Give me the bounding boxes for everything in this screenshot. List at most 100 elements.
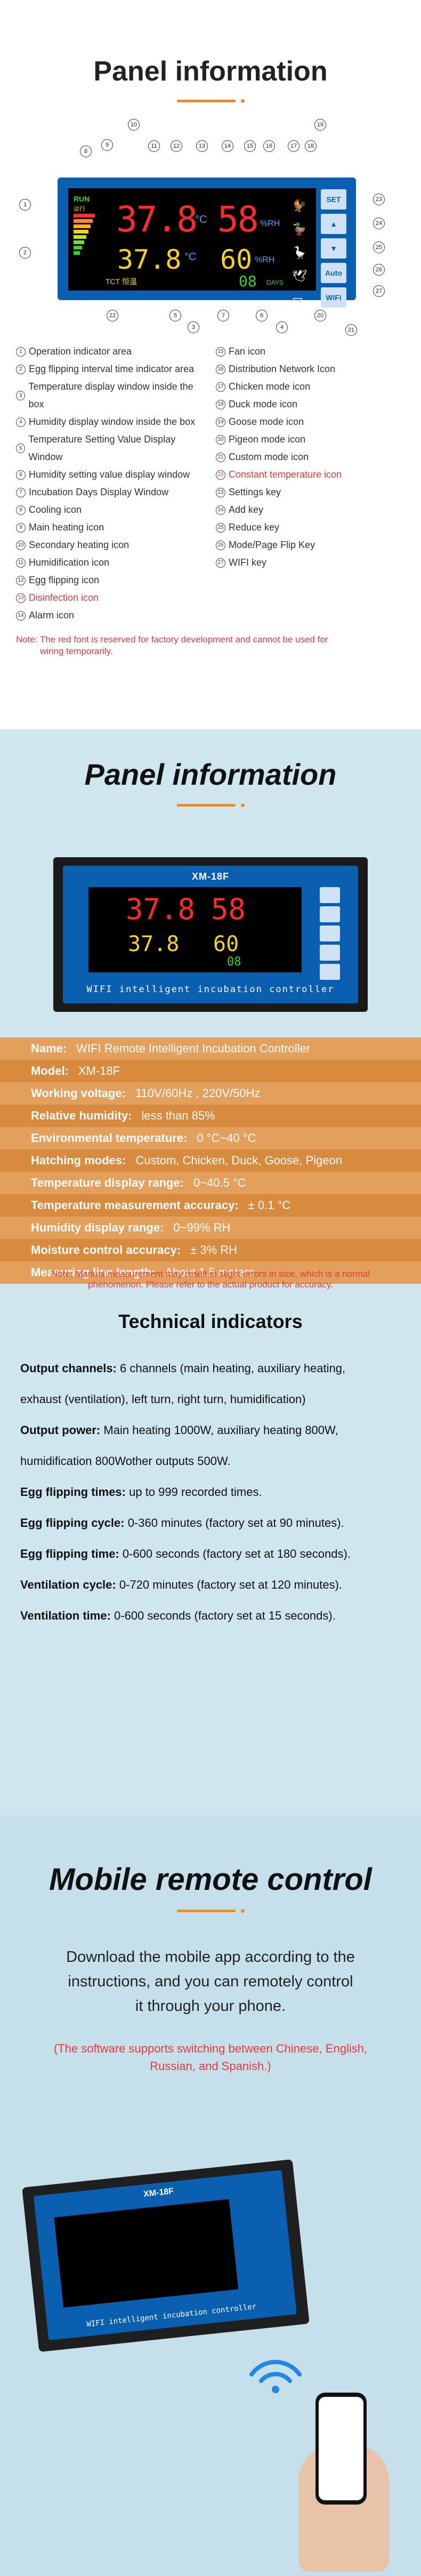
callout-27: 27 [373,285,385,297]
device-keys [320,887,340,980]
mode-icons: 🐓 🦆 🪿 🕊 ▭ [292,199,307,307]
tech-text: 0-600 seconds (factory set at 15 seconds… [110,1609,336,1622]
days-label: DAYS [266,279,284,286]
legend-item: 17 Chicken mode icon [216,378,405,396]
legend-text: Operation indicator area [29,346,132,357]
add-key[interactable]: ▲ [321,214,346,234]
legend-text: Humidity display window inside the box [29,416,196,427]
tech-text: exhaust (ventilation), left turn, right … [20,1392,306,1406]
goose-icon: 🪿 [292,246,307,259]
callout-14: 14 [222,140,233,152]
spec-label: Hatching modes: [31,1154,126,1167]
legend-item: 19 Goose mode icon [216,413,405,431]
spec-value: Custom, Chicken, Duck, Goose, Pigeon [135,1154,343,1167]
legend-item: 13 Disinfection icon [16,589,205,607]
tech-line: Egg flipping time: 0-600 seconds (factor… [20,1539,405,1569]
callout-22: 22 [107,310,118,321]
tech-text: humidification 800Wother outputs 500W. [20,1454,231,1468]
tech-label: Output channels: [20,1362,117,1375]
spec-label: Model: [31,1064,69,1077]
run-indicator: RUN [74,195,90,203]
legend-item: 21 Custom mode icon [216,448,405,466]
legend-number: 15 [216,347,225,357]
callout-1: 1 [19,199,31,211]
spec-row: Temperature measurement accuracy: ± 0.1 °… [0,1194,421,1217]
callout-20: 20 [314,310,326,321]
legend-text: Mode/Page Flip Key [229,540,315,550]
temp-set-unit: °C [184,251,197,263]
callout-12: 12 [171,140,182,152]
tech-line: Output power: Main heating 1000W, auxili… [20,1415,405,1446]
legend-number: 22 [216,470,225,480]
legend-text: Chicken mode icon [229,381,311,392]
tech-text: 0-360 minutes (factory set at 90 minutes… [124,1516,344,1529]
tech-label: Egg flipping time: [20,1547,119,1560]
legend-note: Note: The red font is reserved for facto… [16,634,328,656]
mode-key[interactable]: Auto [321,263,346,283]
legend-text: Add key [229,504,264,515]
spec-row: Working voltage: 110V/60Hz , 220V/50Hz [0,1082,421,1105]
legend-number: 10 [16,540,26,550]
callout-17: 17 [288,140,299,152]
reduce-key[interactable]: ▼ [321,238,346,259]
legend-text: Reduce key [229,522,280,533]
spec-value: XM-18F [78,1064,120,1077]
legend-text: Egg flipping icon [29,575,100,585]
mobile-description: Download the mobile app according to the… [66,1949,355,2015]
legend-text: Temperature display window inside the bo… [28,381,193,409]
spec-label: Relative humidity: [31,1109,132,1122]
tech-line: exhaust (ventilation), left turn, right … [20,1384,405,1415]
legend-item: 2 Egg flipping interval time indicator ar… [16,360,205,378]
spec-label: Environmental temperature: [31,1131,188,1145]
legend-item: 5 Temperature Setting Value Display Windo… [16,431,205,466]
legend-left-column: 1 Operation indicator area 2 Egg flipping i… [16,343,205,624]
device-model-label: XM-18F [143,2186,174,2199]
title-underline [0,1909,421,1913]
tech-line: Egg flipping times: up to 999 recorded t… [20,1477,405,1508]
constant-temp-label: TCT 恒温 [106,277,137,286]
run-indicator-cn: 运行 [74,206,85,212]
legend-number: 26 [216,540,225,550]
callout-15: 15 [244,140,256,152]
mobile-control-section: Mobile remote control Download the mobil… [0,1815,421,2576]
tech-label: Ventilation time: [20,1609,111,1622]
tech-line: Ventilation cycle: 0-720 minutes (factor… [20,1569,405,1600]
legend-number: 21 [216,452,225,462]
legend-item: 14 Alarm icon [16,607,205,624]
legend-item: 6 Humidity setting value display window [16,466,205,484]
legend-item: 27 WIFI key [216,554,405,571]
legend-text: Settings key [229,487,281,497]
tech-line: Output channels: 6 channels (main heatin… [20,1353,405,1384]
title-underline [0,803,421,807]
specifications-section: Panel information XM-18F 37.8 58 37.8 60… [0,729,421,1815]
title-underline [0,99,421,103]
spec-value: less than 85% [141,1109,215,1122]
tech-text: Main heating 1000W, auxiliary heating 80… [100,1423,338,1437]
legend-text: Alarm icon [29,610,75,621]
legend-number: 1 [16,347,26,357]
duck-icon: 🦆 [292,222,307,236]
callout-9: 9 [101,139,113,151]
legend-text: Constant temperature icon [229,469,342,480]
spec-label: Working voltage: [31,1086,126,1100]
legend-item: 3 Temperature display window inside the b… [16,378,205,413]
humidity-main-display: 58 [217,199,258,240]
settings-key[interactable]: SET [321,189,346,210]
legend-number: 24 [216,505,225,515]
legend-item: 12 Egg flipping icon [16,571,205,589]
callout-5: 5 [169,310,181,321]
spec-value: 0~99% RH [173,1221,231,1234]
legend-text: Humidity setting value display window [29,469,190,480]
tech-text: 6 channels (main heating, auxiliary heat… [116,1362,346,1375]
legend-text: Pigeon mode icon [229,434,306,445]
device-caption: WIFI intelligent incubation controller [86,984,335,995]
legend-number: 8 [16,505,26,515]
spec-row: Measuring line length: About 1.5 meters [0,1261,421,1284]
panel-diagram-section: Panel information RUN 运行 37.8 [0,0,421,729]
legend-item: 8 Cooling icon [16,501,205,519]
spec-value: ± 3% RH [190,1243,238,1257]
legend-item: 23 Settings key [216,484,405,501]
panel-screen: RUN 运行 37.8 °C 58 %RH 37.8 °C [68,188,316,306]
wifi-key[interactable]: WiFi [321,287,346,308]
callout-7: 7 [217,310,229,321]
